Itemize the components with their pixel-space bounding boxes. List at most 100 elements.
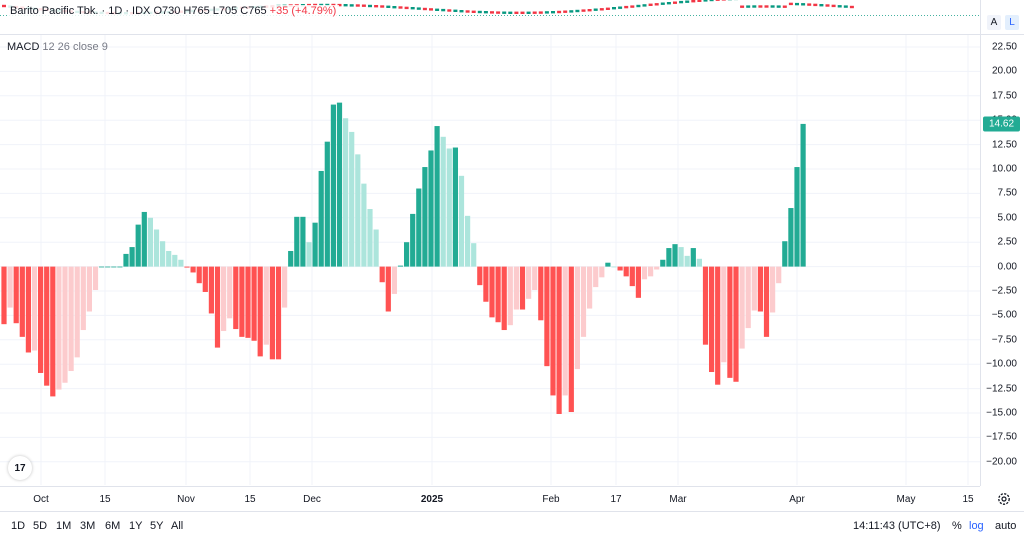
auto-scale-toggle[interactable]: auto bbox=[995, 520, 1016, 532]
histogram-bar bbox=[496, 267, 501, 323]
price-candle bbox=[844, 5, 848, 7]
time-axis-label: 15 bbox=[244, 494, 255, 505]
histogram-bar bbox=[636, 267, 641, 298]
histogram-bar bbox=[313, 223, 318, 267]
price-candle bbox=[356, 4, 360, 6]
price-candle bbox=[405, 7, 409, 9]
histogram-bar bbox=[209, 267, 214, 314]
price-candle bbox=[429, 8, 433, 10]
histogram-bar bbox=[142, 212, 147, 267]
histogram-bar bbox=[648, 267, 653, 277]
gear-icon[interactable] bbox=[996, 491, 1012, 507]
histogram-bar bbox=[422, 167, 427, 267]
histogram-bar bbox=[746, 267, 751, 328]
histogram-bar bbox=[221, 267, 226, 331]
histogram-bar bbox=[166, 251, 171, 267]
histogram-bar bbox=[416, 189, 421, 267]
histogram-bar bbox=[172, 255, 177, 267]
price-candle bbox=[758, 5, 762, 7]
histogram-bar bbox=[782, 241, 787, 266]
price-candle bbox=[765, 5, 769, 7]
histogram-bar bbox=[349, 132, 354, 267]
price-scale[interactable]: 22.5020.0017.5015.0012.5010.007.505.002.… bbox=[981, 0, 1024, 486]
clock[interactable]: 14:11:43 (UTC+8) bbox=[853, 520, 941, 532]
histogram-bar bbox=[26, 267, 31, 353]
price-candle bbox=[850, 6, 854, 8]
price-candle bbox=[472, 11, 476, 13]
bottom-toolbar: 1D 5D 1M 3M 6M 1Y 5Y All 14:11:43 (UTC+8) % log… bbox=[0, 511, 1024, 540]
histogram-bar bbox=[428, 150, 433, 266]
price-tick-label: −17.50 bbox=[986, 432, 1017, 443]
histogram-bar bbox=[270, 267, 275, 360]
histogram-bar bbox=[325, 142, 330, 267]
histogram-bar bbox=[618, 267, 623, 271]
histogram-bar bbox=[550, 267, 555, 396]
price-tick-label: 22.50 bbox=[992, 42, 1017, 53]
price-pane[interactable]: Barito Pacific Tbk. · 1D · IDX O730 H765… bbox=[0, 0, 980, 34]
histogram-bar bbox=[117, 267, 122, 268]
histogram-bar bbox=[50, 267, 55, 397]
histogram-bar bbox=[386, 267, 391, 312]
histogram-bar bbox=[252, 267, 257, 341]
histogram-bar bbox=[56, 267, 61, 390]
histogram-bar bbox=[44, 267, 49, 386]
range-button-5d[interactable]: 5D bbox=[33, 520, 47, 532]
tradingview-logo-icon[interactable]: 17 bbox=[8, 456, 32, 480]
price-candle bbox=[624, 6, 628, 8]
histogram-bar bbox=[331, 105, 336, 267]
histogram-bar bbox=[788, 208, 793, 267]
range-button-3m[interactable]: 3M bbox=[80, 520, 95, 532]
price-candle bbox=[362, 5, 366, 7]
histogram-bar bbox=[294, 217, 299, 267]
range-button-6m[interactable]: 6M bbox=[105, 520, 120, 532]
histogram-bar bbox=[514, 267, 519, 310]
price-candle bbox=[795, 3, 799, 5]
price-candle bbox=[819, 4, 823, 6]
range-button-all[interactable]: All bbox=[171, 520, 183, 532]
range-button-1d[interactable]: 1D bbox=[11, 520, 25, 532]
price-candle bbox=[350, 4, 354, 6]
histogram-bar bbox=[581, 267, 586, 337]
histogram-bar bbox=[130, 247, 135, 267]
range-button-5y[interactable]: 5Y bbox=[150, 520, 163, 532]
price-candle bbox=[417, 7, 421, 9]
histogram-bar bbox=[740, 267, 745, 349]
histogram-bar bbox=[227, 267, 232, 319]
price-candle bbox=[386, 6, 390, 8]
percent-scale-button[interactable]: % bbox=[952, 520, 962, 532]
range-button-1y[interactable]: 1Y bbox=[129, 520, 142, 532]
histogram-bar bbox=[148, 218, 153, 267]
price-candle bbox=[813, 4, 817, 6]
log-scale-toggle[interactable]: log bbox=[969, 520, 984, 532]
price-candle bbox=[423, 8, 427, 10]
price-candle bbox=[453, 10, 457, 12]
price-candle bbox=[344, 4, 348, 6]
histogram-bar bbox=[105, 267, 110, 268]
time-axis-label: 15 bbox=[99, 494, 110, 505]
histogram-bar bbox=[502, 267, 507, 330]
price-tick-label: 5.00 bbox=[998, 212, 1017, 223]
price-candle bbox=[716, 0, 720, 1]
time-axis-label: Dec bbox=[303, 494, 321, 505]
histogram-bar bbox=[770, 267, 775, 313]
histogram-bar bbox=[81, 267, 86, 330]
price-candle bbox=[460, 10, 464, 12]
histogram-bar bbox=[197, 267, 202, 284]
time-axis-label: Nov bbox=[177, 494, 195, 505]
histogram-bar bbox=[575, 267, 580, 369]
price-candle bbox=[655, 3, 659, 5]
macd-histogram-chart[interactable] bbox=[0, 35, 980, 485]
price-candle bbox=[380, 5, 384, 7]
histogram-bar bbox=[715, 267, 720, 385]
price-candle bbox=[789, 3, 793, 5]
price-tick-label: 20.00 bbox=[992, 66, 1017, 77]
range-button-1m[interactable]: 1M bbox=[56, 520, 71, 532]
histogram-bar bbox=[721, 267, 726, 363]
histogram-bar bbox=[160, 241, 165, 266]
price-candle bbox=[496, 11, 500, 13]
symbol-title: Barito Pacific Tbk. · 1D · IDX bbox=[10, 5, 150, 17]
histogram-bar bbox=[563, 267, 568, 396]
time-axis-label: May bbox=[897, 494, 916, 505]
